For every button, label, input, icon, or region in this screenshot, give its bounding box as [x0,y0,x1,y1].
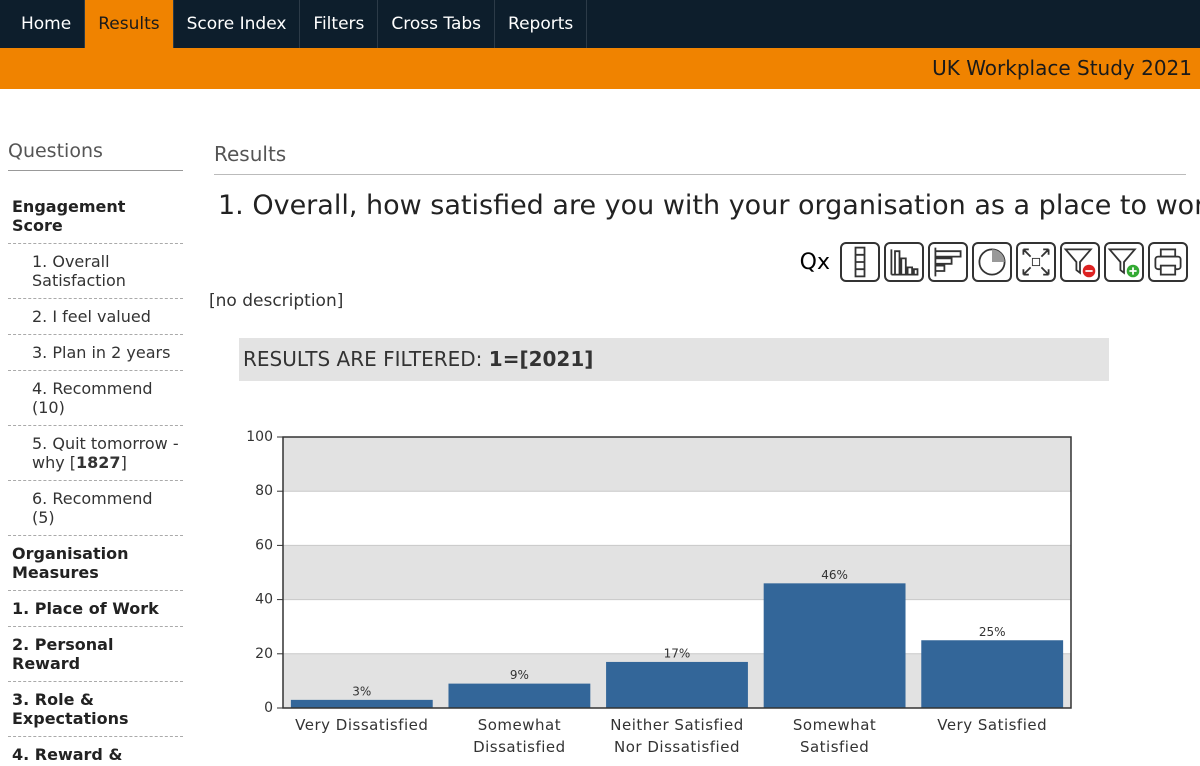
y-tick-label: 80 [255,483,273,499]
y-tick-label: 0 [264,700,273,716]
question-item[interactable]: 1. Overall Satisfaction [8,244,183,299]
question-group: 3. Role & Expectations [8,682,183,737]
item-text: 5. Quit tomorrow - why [ [32,434,179,472]
bar [606,661,748,708]
y-tick-label: 60 [255,537,273,553]
print-button[interactable] [1148,242,1188,282]
x-tick-label: Somewhat Satisfied [792,716,877,756]
sidebar: Questions Engagement Score 1. Overall Sat… [8,140,183,766]
filter-banner: RESULTS ARE FILTERED: 1=[2021] [239,338,1109,381]
value-label: 46% [821,568,848,582]
y-tick-label: 40 [255,592,273,608]
filter-label: RESULTS ARE FILTERED: [243,347,489,371]
question-group: 2. Personal Reward [8,627,183,682]
filter-value: 1=[2021] [488,347,594,371]
question-title: 1. Overall, how satisfied are you with y… [218,190,1200,221]
nav-tab[interactable]: Home [8,0,86,48]
value-label: 25% [979,625,1006,639]
group-title[interactable]: 1. Place of Work [8,591,183,627]
y-tick-label: 20 [255,646,273,662]
group-title[interactable]: Organisation Measures [8,536,183,591]
x-tick-label: Very Satisfied [937,716,1048,734]
bar-chart-button[interactable] [884,242,924,282]
section-heading: Results [214,142,1186,175]
description: [no description] [209,291,344,311]
group-title[interactable]: Engagement Score [8,189,183,244]
x-tick-label: Very Dissatisfied [295,716,429,734]
nav-tab[interactable]: Filters [300,0,379,48]
y-tick-label: 100 [246,429,273,445]
value-label: 17% [664,646,691,660]
nav-bar: Home Results Score Index Filters Cross Tabs R… [0,0,1200,48]
question-item[interactable]: 5. Quit tomorrow - why [1827] [8,426,183,481]
question-item[interactable]: 4. Recommend (10) [8,371,183,426]
value-label: 3% [352,684,371,698]
x-tick-label: Somewhat Dissatisfied [473,716,566,756]
banner: UK Workplace Study 2021 [0,48,1200,89]
nav-tab[interactable]: Reports [495,0,588,48]
question-item[interactable]: 6. Recommend (5) [8,481,183,536]
bar [290,699,433,708]
group-title[interactable]: 4. Reward & Benefits [8,737,183,766]
nav-tab[interactable]: Results [85,0,174,48]
group-title[interactable]: 3. Role & Expectations [8,682,183,737]
question-item[interactable]: 2. I feel valued [8,299,183,335]
value-label: 9% [510,668,529,682]
grid-band [283,545,1071,600]
nav-tab[interactable]: Cross Tabs [378,0,496,48]
nav-tab[interactable]: Score Index [174,0,301,48]
bar [448,683,591,708]
toolbar-label: Qx [799,249,830,275]
toolbar: Qx [800,242,1188,282]
question-group: Organisation Measures [8,536,183,591]
question-group: Engagement Score 1. Overall Satisfaction 2… [8,189,183,536]
group-title[interactable]: 2. Personal Reward [8,627,183,682]
expand-button[interactable] [1016,242,1056,282]
x-tick-label: Neither Satisfied Nor Dissatisfied [610,716,744,756]
question-item[interactable]: 3. Plan in 2 years [8,335,183,371]
pie-chart-button[interactable] [972,242,1012,282]
grid-band [283,437,1071,492]
item-count: 1827 [76,453,121,472]
hbar-chart-button[interactable] [928,242,968,282]
plot-border [282,436,1072,709]
add-filter-button[interactable] [1104,242,1144,282]
stack-chart-button[interactable] [840,242,880,282]
item-text: ] [120,453,127,472]
question-group: 4. Reward & Benefits [8,737,183,766]
bar [763,583,906,708]
sidebar-heading: Questions [8,140,183,171]
bar [921,640,1064,708]
question-group: 1. Place of Work [8,591,183,627]
remove-filter-button[interactable] [1060,242,1100,282]
